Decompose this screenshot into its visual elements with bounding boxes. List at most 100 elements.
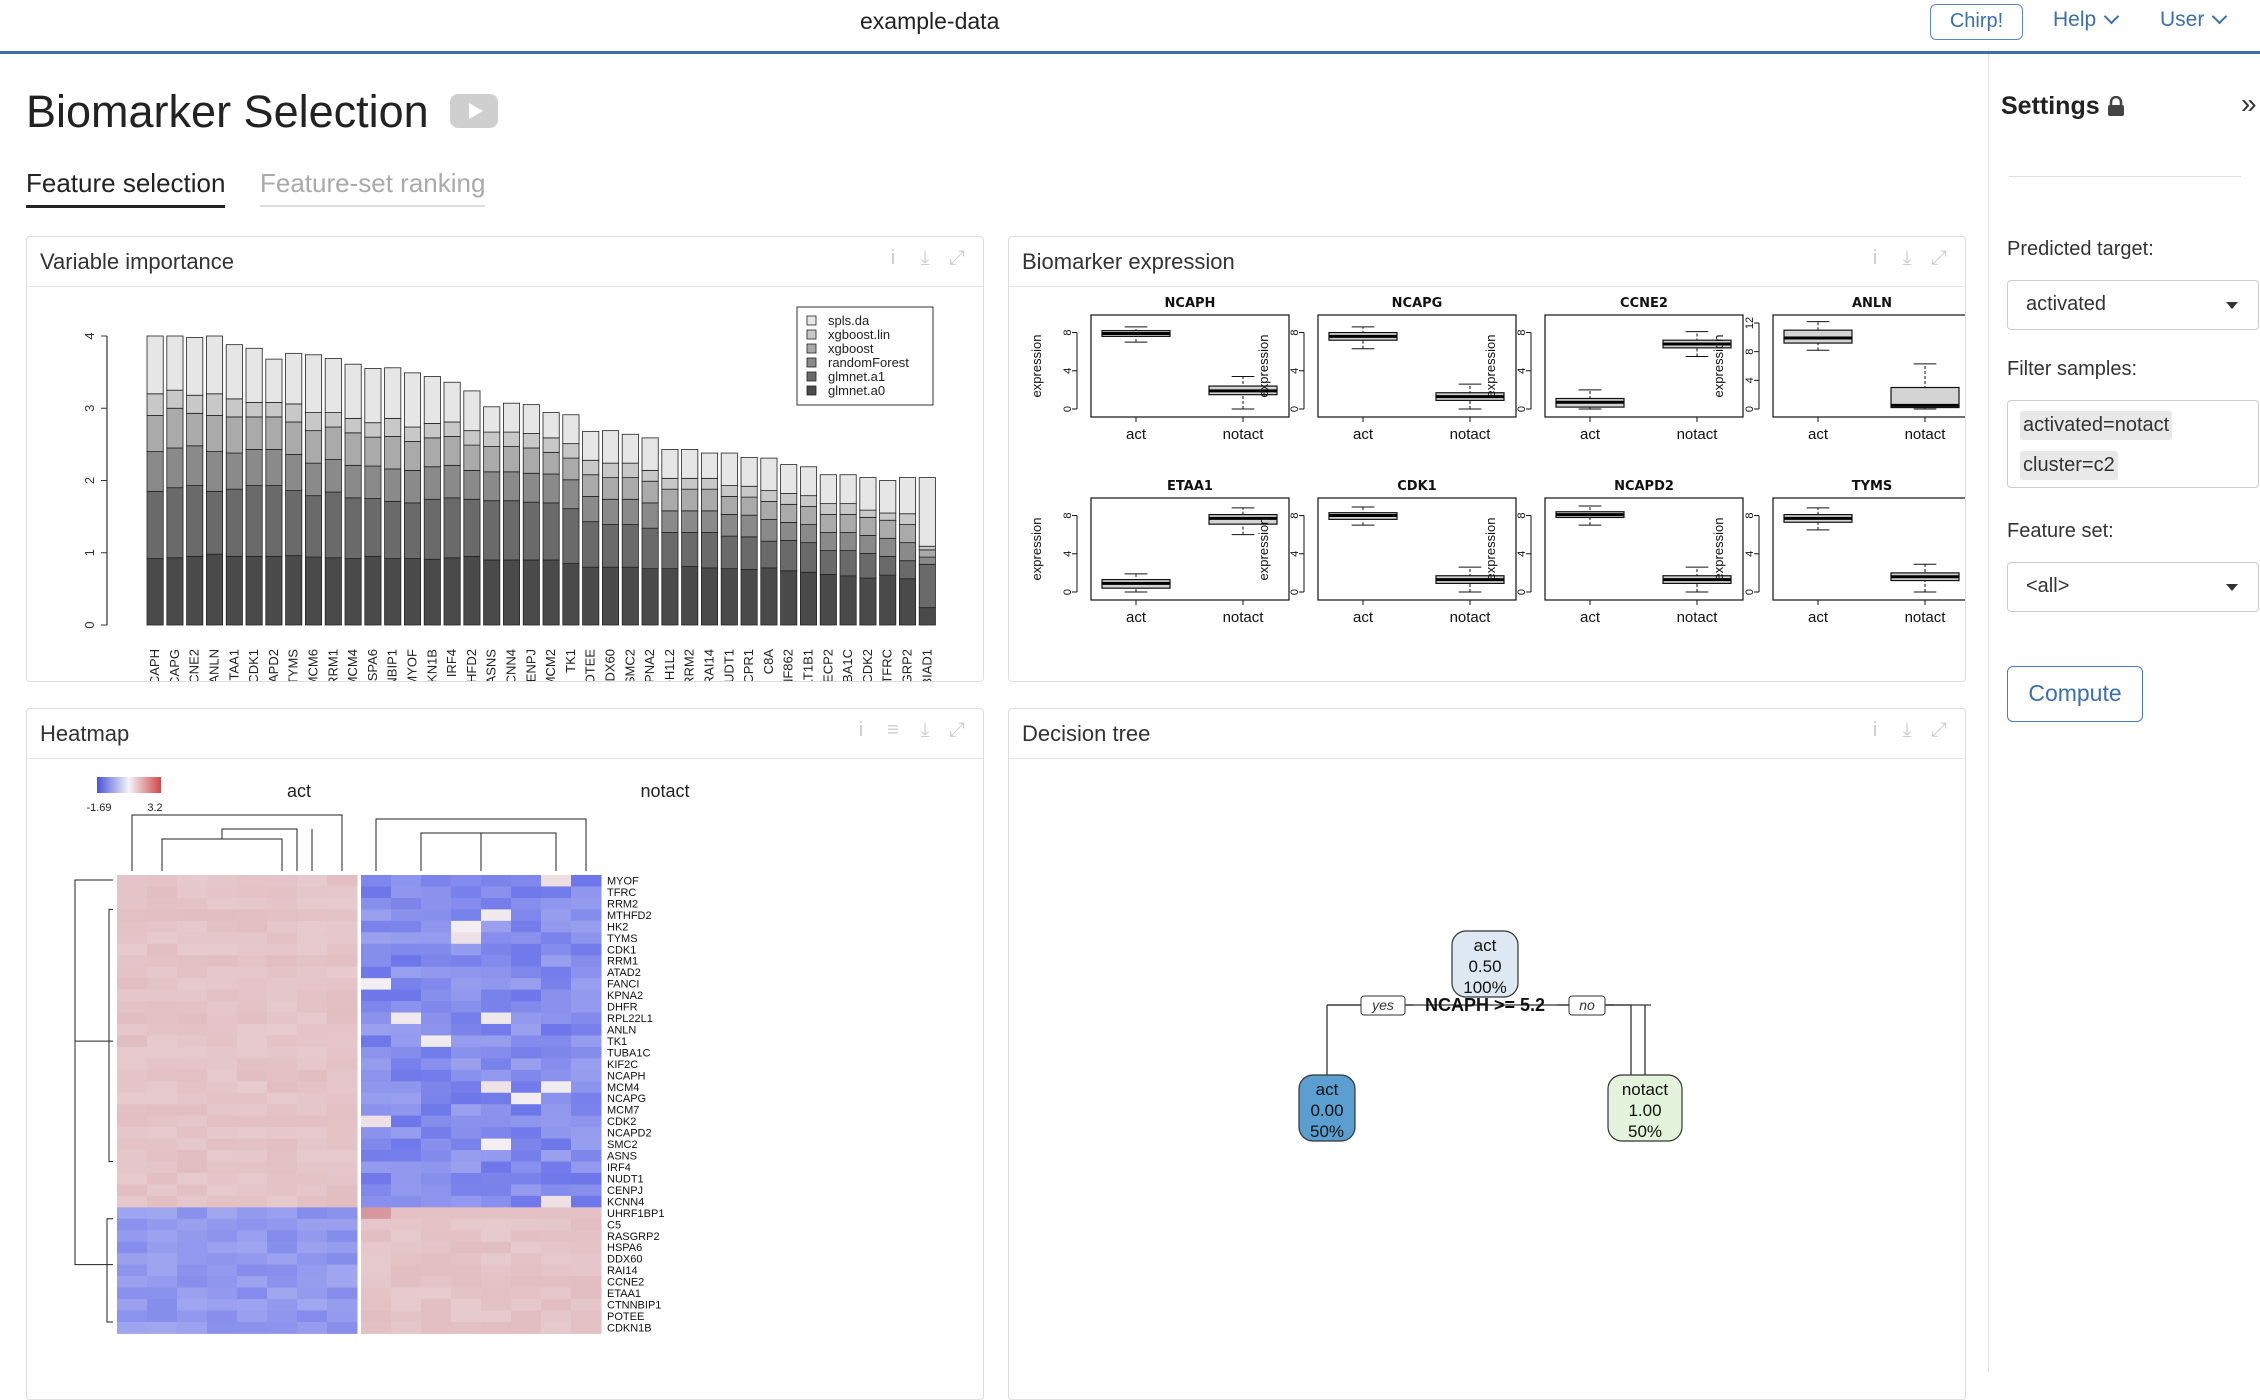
filter-chip[interactable]: activated=notact	[2020, 411, 2173, 440]
heatmap-cell	[361, 1276, 392, 1289]
bar-segment	[760, 457, 778, 492]
heatmap-cell	[147, 1001, 178, 1014]
y-tick-label: 4	[1744, 377, 1756, 383]
lock-icon[interactable]	[2107, 96, 2125, 116]
boxplot-ncapd2: NCAPD2 0 4 8 expression act notact	[1483, 479, 1744, 626]
filter-chip[interactable]: cluster=c2	[2020, 451, 2118, 480]
row-label: C5	[607, 1219, 621, 1231]
heatmap-cell	[391, 920, 422, 933]
heatmap-cell	[391, 1104, 422, 1117]
heatmap-cell	[541, 943, 572, 956]
x-tick-label: MECP2	[820, 649, 835, 681]
bar-segment	[166, 335, 184, 391]
heatmap-cell	[541, 1012, 572, 1025]
tab-feature-selection[interactable]: Feature selection	[26, 168, 226, 208]
heatmap-cell	[237, 1287, 268, 1300]
heatmap-cell	[481, 1184, 512, 1197]
heatmap-cell	[541, 1207, 572, 1220]
bar-segment	[760, 567, 778, 626]
heatmap-cell	[117, 1195, 148, 1208]
bar-segment	[483, 559, 501, 626]
info-icon[interactable]: i	[1872, 719, 1878, 741]
row-dendrogram	[74, 879, 113, 1266]
download-icon[interactable]: ⤓	[920, 247, 930, 269]
heatmap-cell	[177, 1046, 208, 1059]
row-label: NCAPG	[607, 1093, 646, 1105]
heatmap-cell	[147, 1299, 178, 1311]
heatmap-cell	[237, 1138, 268, 1151]
bar-segment	[701, 477, 719, 490]
download-icon[interactable]: ⤓	[920, 719, 930, 741]
help-menu[interactable]: Help	[2053, 8, 2120, 32]
heatmap-cell	[297, 1299, 328, 1311]
heatmap-cell	[237, 1001, 268, 1014]
heatmap-cell	[481, 909, 512, 922]
heatmap-cell	[571, 966, 602, 979]
bar-segment	[800, 542, 818, 573]
heatmap-cell	[147, 955, 178, 968]
heatmap-cell	[117, 1207, 148, 1220]
heatmap-cell	[297, 1115, 328, 1128]
user-menu[interactable]: User	[2160, 8, 2228, 32]
bar-segment	[819, 550, 837, 575]
row-label: TUBA1C	[607, 1047, 650, 1059]
info-icon[interactable]: i	[858, 719, 864, 741]
heatmap-cell	[267, 886, 298, 899]
gene-title: NCAPH	[1165, 296, 1216, 311]
legend-swatch	[806, 343, 817, 354]
heatmap-cell	[511, 1001, 542, 1014]
heatmap-cell	[177, 1150, 208, 1162]
heatmap-cell	[237, 1172, 268, 1185]
bar-segment	[304, 354, 323, 413]
dataset-title: example-data	[860, 8, 1000, 34]
bar-segment	[205, 335, 224, 395]
y-tick-label: 0	[1062, 406, 1074, 412]
node-text: 1.00	[1628, 1101, 1661, 1120]
split-label: NCAPH >= 5.2	[1425, 995, 1545, 1015]
heatmap-cell	[421, 1035, 452, 1048]
plot-frame	[1090, 314, 1290, 418]
download-icon[interactable]: ⤓	[1902, 247, 1912, 269]
collapse-sidebar-icon[interactable]: »	[2241, 88, 2257, 119]
video-play-icon[interactable]	[450, 94, 498, 128]
heatmap-cell	[267, 1138, 298, 1151]
bar-segment	[403, 426, 422, 442]
chirp-button[interactable]: Chirp!	[1930, 4, 2023, 40]
heatmap-cell	[177, 955, 208, 968]
expand-icon[interactable]: ⤢	[949, 247, 965, 269]
heatmap-cell	[451, 1195, 482, 1208]
heatmap-cell	[207, 1161, 238, 1174]
bar-segment	[166, 447, 184, 489]
heatmap-cell	[327, 989, 358, 1002]
bar-segment	[225, 452, 243, 490]
info-icon[interactable]: i	[890, 247, 896, 269]
panel-title: Biomarker expression	[1022, 249, 1235, 274]
bar-segment	[344, 417, 362, 434]
bar-segment	[542, 451, 560, 475]
compute-button[interactable]: Compute	[2007, 666, 2143, 722]
x-tick-label: NUDT1	[721, 649, 736, 681]
heatmap-cell	[541, 1276, 572, 1289]
heatmap-cell	[571, 1321, 602, 1334]
expand-icon[interactable]: ⤢	[1931, 719, 1947, 741]
predicted-target-select[interactable]: activated	[2007, 280, 2259, 330]
y-tick-label: 4	[1062, 551, 1074, 557]
heatmap-cell	[481, 1058, 512, 1071]
download-icon[interactable]: ⤓	[1902, 719, 1912, 741]
heatmap-cell	[571, 1230, 602, 1243]
heatmap-cell	[511, 1184, 542, 1197]
heatmap-cell	[451, 955, 482, 968]
heatmap-cell	[147, 1172, 178, 1185]
expand-icon[interactable]: ⤢	[1931, 247, 1947, 269]
info-icon[interactable]: i	[1872, 247, 1878, 269]
heatmap-cell	[297, 1218, 328, 1231]
tab-feature-set-ranking[interactable]: Feature-set ranking	[260, 168, 486, 207]
feature-set-select[interactable]: <all>	[2007, 562, 2259, 612]
heatmap-cell	[297, 1172, 328, 1185]
row-label: IRF4	[607, 1162, 631, 1174]
heatmap-cell	[571, 978, 602, 991]
menu-icon[interactable]: ≡	[887, 719, 899, 741]
expand-icon[interactable]: ⤢	[949, 719, 965, 741]
filter-samples-input[interactable]: activated=notact cluster=c2	[2007, 400, 2259, 488]
x-tick-label: CENPJ	[523, 649, 538, 681]
